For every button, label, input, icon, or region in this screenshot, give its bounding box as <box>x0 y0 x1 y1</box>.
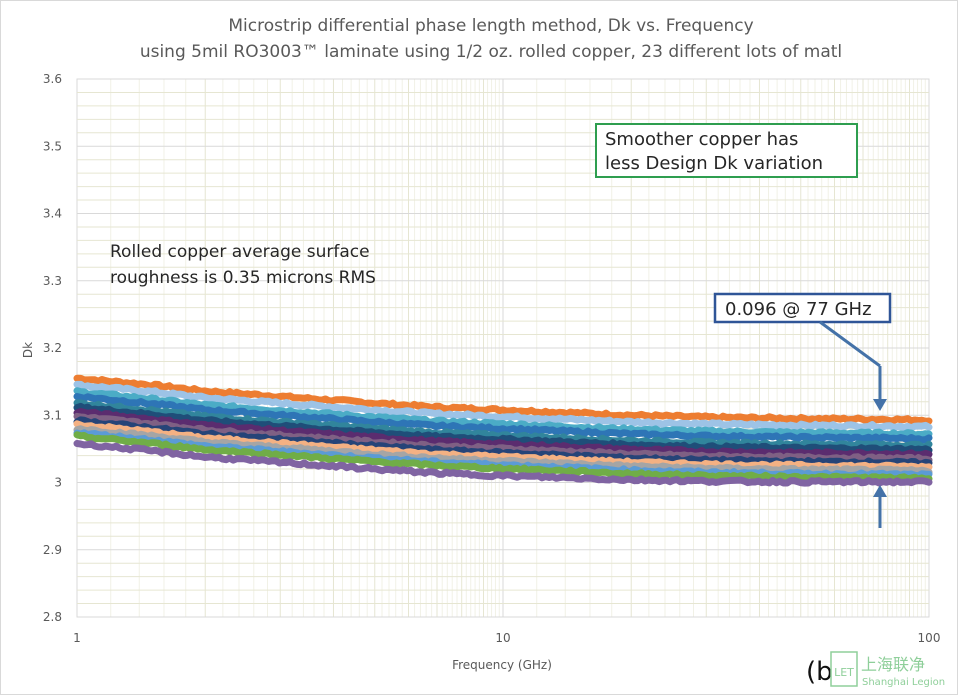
y-tick-label: 3.5 <box>43 139 62 153</box>
annotation-smoother-line2: less Design Dk variation <box>605 153 823 174</box>
chart-title: Microstrip differential phase length met… <box>228 16 753 36</box>
chart-subtitle: using 5mil RO3003™ laminate using 1/2 oz… <box>140 42 842 62</box>
series-line <box>73 429 933 480</box>
annotation-variation-text: 0.096 @ 77 GHz <box>725 299 872 320</box>
watermark: LET 上海联净 Shanghai Legion <box>830 651 945 688</box>
y-tick-label: 3.1 <box>43 408 62 422</box>
y-tick-label: 3.3 <box>43 274 62 288</box>
watermark-en: Shanghai Legion <box>862 677 945 688</box>
watermark-cn: 上海联净 <box>861 655 925 674</box>
series-line <box>73 431 933 483</box>
up-arrow-icon <box>873 485 887 497</box>
annotation-smoother-copper: Smoother copper has less Design Dk varia… <box>595 123 858 178</box>
y-tick-label: 3.6 <box>43 72 62 86</box>
watermark-logo-icon <box>830 651 858 687</box>
x-tick-label: 100 <box>918 631 941 645</box>
x-axis-label: Frequency (GHz) <box>452 658 552 672</box>
series-line <box>73 402 933 454</box>
series-line <box>73 393 933 444</box>
series-line <box>73 420 933 472</box>
series-line <box>73 380 933 432</box>
annotation-variation-77ghz: 0.096 @ 77 GHz <box>713 292 892 528</box>
series-lines <box>73 374 933 487</box>
annotation-rolled-line1: Rolled copper average surface <box>110 242 370 262</box>
y-tick-label: 2.9 <box>43 543 62 557</box>
x-tick-label: 1 <box>73 631 81 645</box>
series-line <box>73 408 933 459</box>
series-line <box>73 374 933 425</box>
y-tick-label: 3 <box>54 476 62 490</box>
series-line <box>73 440 933 487</box>
annotation-smoother-line1: Smoother copper has <box>605 129 798 150</box>
watermark-logo-text: LET <box>834 666 854 679</box>
annotation-box-blue <box>713 292 892 324</box>
callout-leader-line <box>819 320 881 368</box>
series-line <box>73 412 933 464</box>
annotation-rolled-line2: roughness is 0.35 microns RMS <box>110 268 376 288</box>
down-arrow-icon <box>873 399 887 411</box>
annotation-box-green <box>595 123 858 178</box>
series-line <box>73 387 933 439</box>
y-axis-label: Dk <box>21 342 35 358</box>
x-tick-label: 10 <box>495 631 510 645</box>
y-tick-label: 3.2 <box>43 341 62 355</box>
tick-labels: 2.8 2.9 3 3.1 3.2 3.3 3.4 3.5 3.6 1 10 100 <box>43 72 941 645</box>
y-tick-label: 2.8 <box>43 610 62 624</box>
annotation-rolled-copper: Rolled copper average surface roughness … <box>110 242 376 288</box>
y-tick-label: 3.4 <box>43 207 62 221</box>
